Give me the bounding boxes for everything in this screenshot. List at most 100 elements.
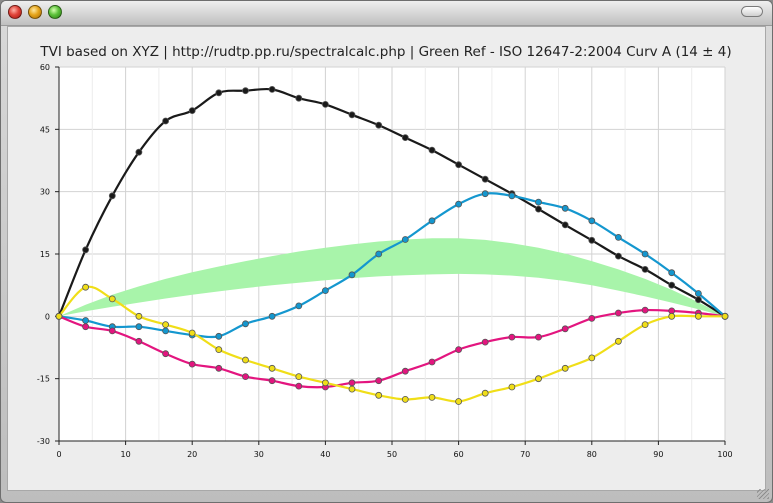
data-point [162, 321, 170, 329]
x-tick-label: 90 [653, 450, 663, 459]
x-tick-label: 100 [717, 450, 732, 459]
data-point [188, 360, 196, 368]
data-point [695, 312, 702, 320]
data-point [162, 350, 170, 358]
data-point [295, 94, 303, 102]
x-tick-label: 70 [520, 450, 530, 459]
data-point [668, 269, 676, 277]
x-tick-label: 30 [254, 450, 264, 459]
data-point [295, 382, 303, 390]
data-point [215, 89, 223, 97]
reference-band [59, 238, 725, 317]
series-layer [55, 86, 729, 405]
y-tick-label: 15 [40, 250, 50, 259]
title-bar[interactable] [1, 1, 772, 26]
y-tick-label: 45 [40, 125, 50, 134]
data-point [348, 111, 356, 119]
data-point [641, 265, 649, 273]
data-point [135, 323, 143, 331]
data-point [508, 192, 516, 200]
data-point [455, 200, 463, 208]
data-point [481, 389, 489, 397]
data-point [588, 236, 596, 244]
data-point [428, 358, 436, 366]
data-point [348, 271, 356, 279]
data-point [108, 192, 116, 200]
x-tick-label: 80 [587, 450, 597, 459]
data-point [695, 290, 702, 297]
y-tick-label: 30 [40, 188, 50, 197]
data-point [561, 364, 569, 372]
data-point [481, 338, 489, 346]
data-point [481, 190, 489, 198]
data-point [188, 329, 196, 337]
data-point [215, 346, 223, 354]
data-point [401, 134, 409, 142]
data-point [295, 373, 303, 381]
data-point [508, 333, 516, 341]
x-tick-label: 10 [121, 450, 131, 459]
data-point [82, 246, 89, 254]
zoom-icon[interactable] [48, 5, 62, 19]
data-point [428, 217, 436, 225]
chart-title: TVI based on XYZ | http://rudtp.pp.ru/sp… [39, 44, 731, 60]
data-point [455, 398, 463, 405]
x-tick-label: 20 [187, 450, 197, 459]
data-point [82, 283, 89, 291]
x-tick-label: 0 [56, 450, 61, 459]
data-point [455, 161, 463, 169]
data-point [481, 175, 489, 183]
data-point [668, 312, 676, 320]
data-point [375, 121, 383, 129]
y-tick-label: 60 [40, 63, 50, 72]
x-tick-label: 60 [454, 450, 464, 459]
data-point [588, 314, 596, 322]
y-tick-label: -30 [37, 437, 50, 446]
data-point [242, 320, 249, 328]
data-point [401, 395, 409, 403]
data-point [321, 287, 329, 295]
data-point [668, 281, 676, 289]
data-point [348, 379, 356, 387]
data-point [215, 364, 223, 372]
data-point [321, 101, 329, 108]
data-point [455, 346, 463, 354]
data-point [695, 296, 702, 304]
data-point [135, 337, 143, 345]
data-point [615, 233, 622, 241]
data-point [721, 312, 729, 320]
data-point [401, 236, 409, 243]
data-point [108, 295, 116, 303]
data-point [641, 321, 649, 329]
data-point [615, 337, 622, 345]
data-point [375, 377, 383, 385]
data-point [588, 354, 596, 362]
tolerance-band [59, 238, 725, 317]
data-point [188, 107, 196, 114]
toolbar-toggle-icon[interactable] [741, 6, 763, 17]
minimize-icon[interactable] [28, 5, 42, 19]
data-point [561, 204, 569, 212]
resize-grip-icon[interactable] [757, 489, 769, 499]
data-point [588, 217, 596, 225]
data-point [535, 205, 542, 213]
data-point [615, 252, 622, 260]
data-point [641, 306, 649, 314]
data-point [535, 198, 542, 206]
data-point [82, 317, 89, 324]
data-point [561, 325, 569, 333]
data-point [375, 391, 383, 399]
data-point [242, 356, 249, 364]
data-point [162, 117, 170, 125]
data-point [135, 148, 143, 156]
data-point [268, 86, 276, 93]
close-icon[interactable] [8, 5, 22, 19]
data-point [348, 385, 356, 393]
x-tick-label: 40 [320, 450, 330, 459]
data-point [428, 146, 436, 154]
data-point [428, 393, 436, 401]
data-point [641, 250, 649, 258]
data-point [108, 327, 116, 335]
data-point [535, 333, 542, 341]
